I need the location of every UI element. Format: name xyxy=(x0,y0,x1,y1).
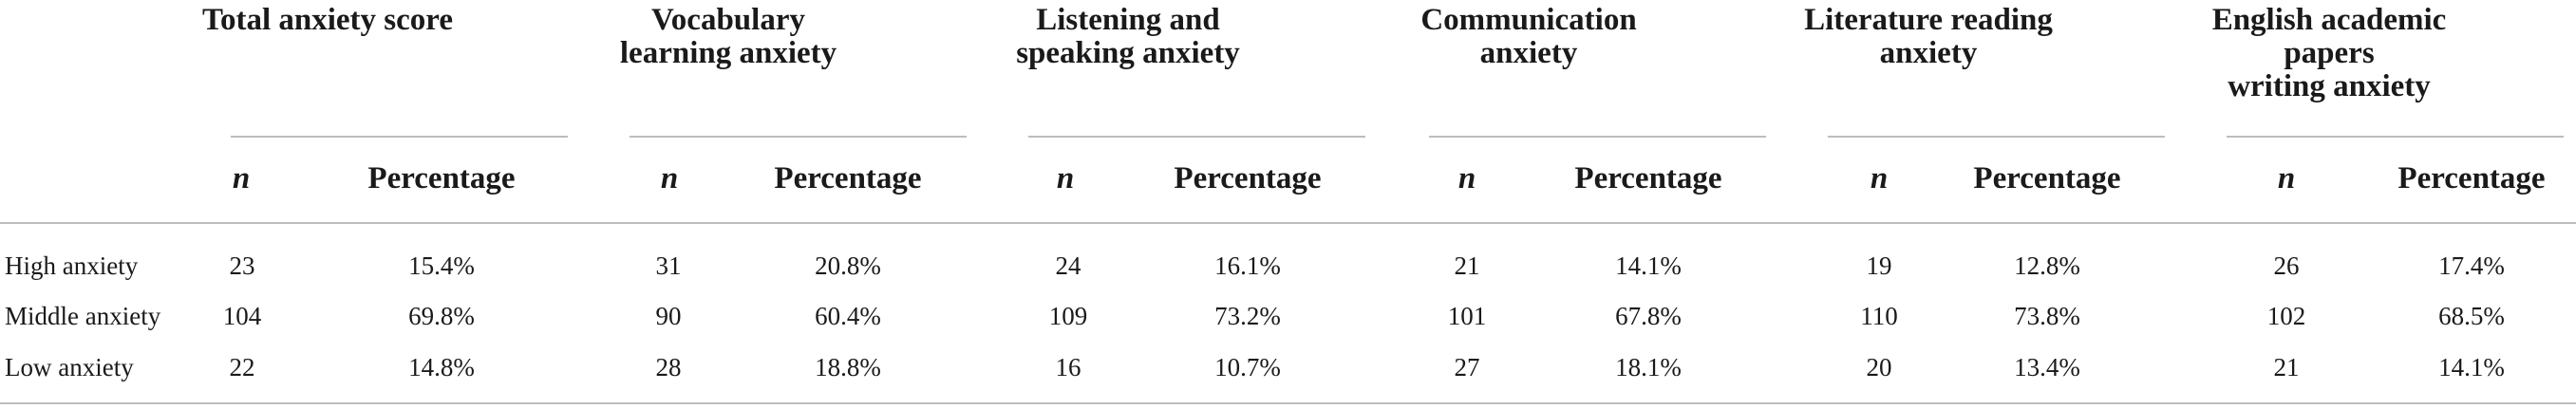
cell-n: 102 xyxy=(2266,302,2306,330)
group-rule xyxy=(630,136,967,138)
cell-percentage: 13.4% xyxy=(2014,353,2080,381)
cell-percentage: 73.2% xyxy=(1214,302,1281,330)
cell-n: 28 xyxy=(655,353,682,381)
header-rule xyxy=(0,222,2576,224)
cell-n: 101 xyxy=(1447,302,1487,330)
cell-percentage: 68.5% xyxy=(2438,302,2505,330)
group-header-listening: Listening and speaking anxiety xyxy=(1016,3,1240,70)
group-header-literature: Literature reading anxiety xyxy=(1804,3,2053,70)
cell-percentage: 17.4% xyxy=(2438,251,2505,280)
subheader-n: n xyxy=(660,161,679,195)
subheader-n: n xyxy=(1056,161,1075,195)
subheader-n: n xyxy=(1457,161,1476,195)
subheader-percentage: Percentage xyxy=(1574,161,1722,195)
cell-n: 24 xyxy=(1055,251,1081,280)
cell-n: 21 xyxy=(2273,353,2300,381)
cell-percentage: 73.8% xyxy=(2014,302,2080,330)
cell-n: 16 xyxy=(1055,353,1081,381)
cell-percentage: 69.8% xyxy=(408,302,475,330)
group-rule xyxy=(2227,136,2564,138)
cell-n: 23 xyxy=(229,251,255,280)
group-header-communication: Communication anxiety xyxy=(1420,3,1637,70)
row-label-low: Low anxiety xyxy=(5,353,134,381)
cell-n: 27 xyxy=(1454,353,1480,381)
cell-n: 110 xyxy=(1860,302,1898,330)
cell-percentage: 20.8% xyxy=(815,251,881,280)
group-rule xyxy=(231,136,568,138)
cell-n: 31 xyxy=(655,251,682,280)
cell-percentage: 16.1% xyxy=(1214,251,1281,280)
group-header-total: Total anxiety score xyxy=(202,3,453,37)
subheader-percentage: Percentage xyxy=(1174,161,1322,195)
group-rule xyxy=(1429,136,1766,138)
cell-percentage: 10.7% xyxy=(1214,353,1281,381)
row-label-high: High anxiety xyxy=(5,251,139,280)
cell-percentage: 60.4% xyxy=(815,302,881,330)
cell-n: 19 xyxy=(1866,251,1892,280)
cell-n: 109 xyxy=(1048,302,1088,330)
cell-percentage: 14.1% xyxy=(2438,353,2505,381)
subheader-n: n xyxy=(1870,161,1889,195)
subheader-percentage: Percentage xyxy=(1973,161,2121,195)
group-header-writing: English academic papers writing anxiety xyxy=(2211,3,2447,103)
cell-percentage: 12.8% xyxy=(2014,251,2080,280)
cell-n: 26 xyxy=(2273,251,2300,280)
cell-n: 104 xyxy=(222,302,262,330)
group-rule xyxy=(1828,136,2165,138)
cell-percentage: 15.4% xyxy=(408,251,475,280)
bottom-rule xyxy=(0,402,2576,404)
subheader-percentage: Percentage xyxy=(367,161,516,195)
subheader-n: n xyxy=(232,161,251,195)
subheader-percentage: Percentage xyxy=(774,161,922,195)
group-rule xyxy=(1028,136,1365,138)
cell-n: 20 xyxy=(1866,353,1892,381)
cell-n: 90 xyxy=(655,302,682,330)
cell-n: 22 xyxy=(229,353,255,381)
row-label-middle: Middle anxiety xyxy=(5,302,161,330)
subheader-n: n xyxy=(2277,161,2296,195)
cell-percentage: 18.8% xyxy=(815,353,881,381)
cell-percentage: 14.1% xyxy=(1615,251,1682,280)
subheader-percentage: Percentage xyxy=(2397,161,2546,195)
group-header-vocabulary: Vocabulary learning anxiety xyxy=(619,3,837,70)
cell-percentage: 67.8% xyxy=(1615,302,1682,330)
cell-n: 21 xyxy=(1454,251,1480,280)
cell-percentage: 14.8% xyxy=(408,353,475,381)
cell-percentage: 18.1% xyxy=(1615,353,1682,381)
